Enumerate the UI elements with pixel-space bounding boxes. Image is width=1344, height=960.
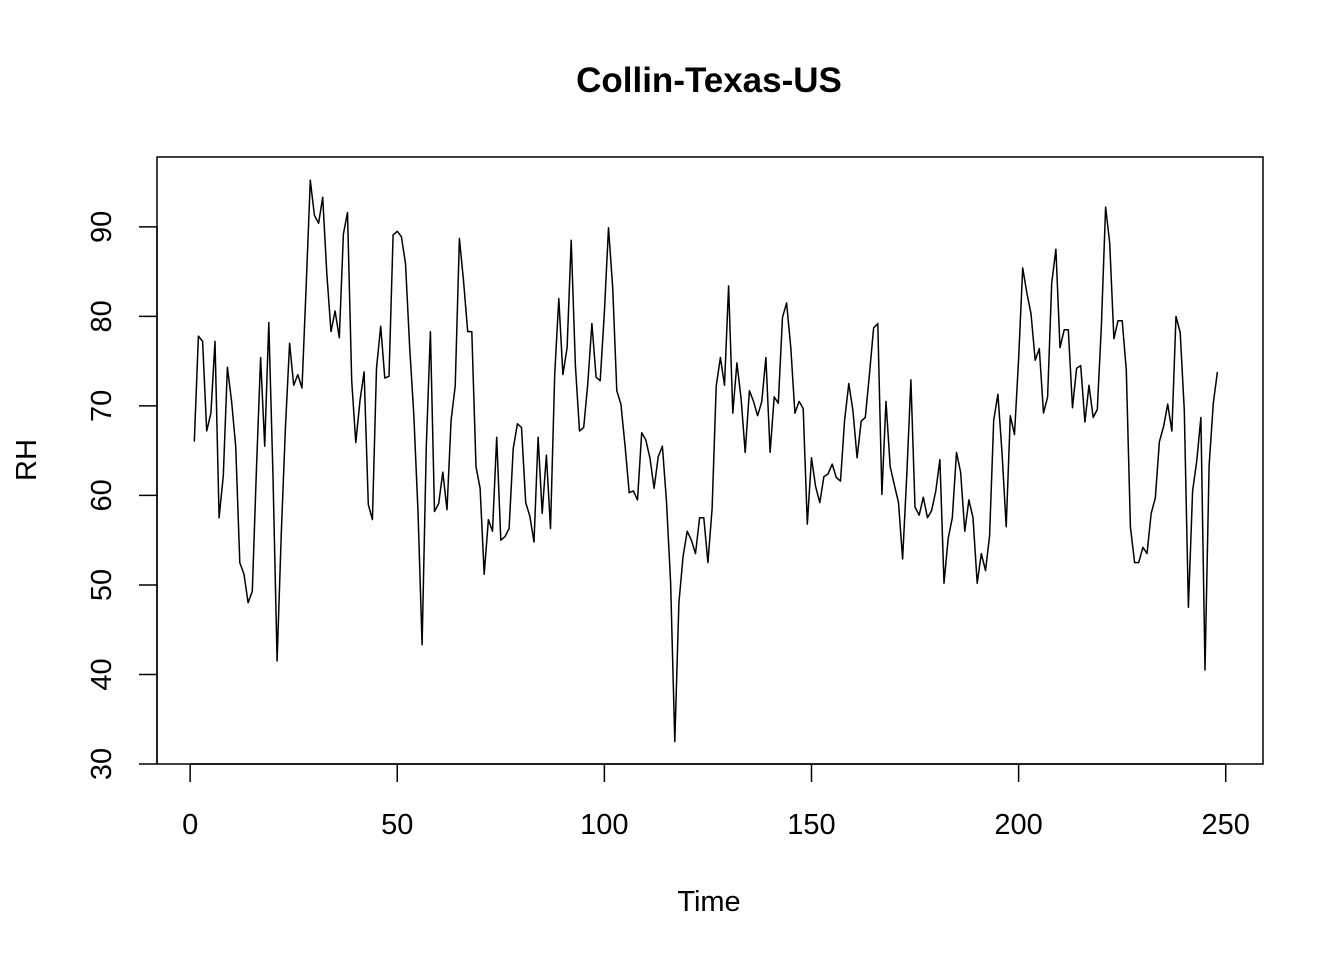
x-axis: 0 50 100 150 200 250 xyxy=(182,763,1250,841)
y-tick-label: 30 xyxy=(86,748,118,780)
x-axis-label: Time xyxy=(677,886,740,918)
y-tick-label: 80 xyxy=(86,300,118,332)
x-tick-label: 200 xyxy=(994,809,1042,841)
x-tick-label: 0 xyxy=(182,809,198,841)
y-tick-label: 70 xyxy=(86,390,118,422)
x-tick-label: 50 xyxy=(381,809,413,841)
rh-series-line xyxy=(193,179,1219,743)
y-tick-label: 60 xyxy=(86,479,118,511)
x-tick-label: 150 xyxy=(787,809,835,841)
x-tick-label: 250 xyxy=(1202,809,1250,841)
y-tick-label: 90 xyxy=(86,211,118,243)
y-tick-label: 40 xyxy=(86,658,118,690)
y-axis: 30 40 50 60 70 80 90 xyxy=(86,211,158,780)
plot-frame xyxy=(156,156,1264,765)
y-tick-label: 50 xyxy=(86,569,118,601)
x-tick-label: 100 xyxy=(580,809,628,841)
chart-title: Collin-Texas-US xyxy=(576,61,842,100)
y-axis-label: RH xyxy=(11,439,43,481)
